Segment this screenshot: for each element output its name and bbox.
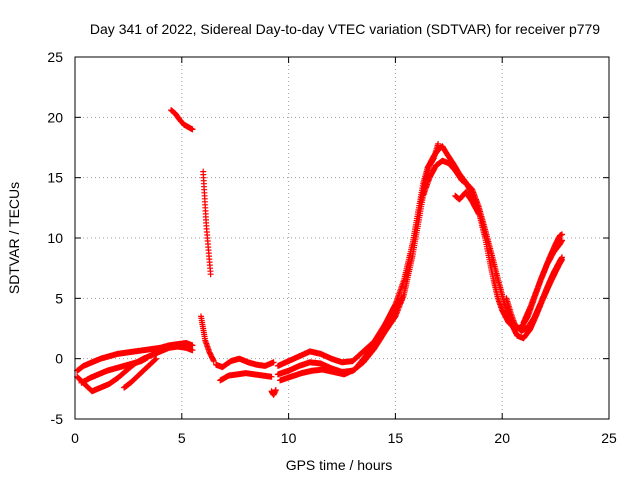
x-tick-label: 5 <box>178 430 186 446</box>
data-track <box>217 370 275 384</box>
y-tick-label: 0 <box>55 351 63 367</box>
data-track <box>198 313 217 365</box>
x-tick-label: 15 <box>388 430 404 446</box>
y-tick-label: 25 <box>47 49 63 65</box>
data-track <box>520 231 565 326</box>
grid <box>75 57 609 419</box>
x-tick-label: 20 <box>494 430 510 446</box>
data-track <box>78 354 151 386</box>
x-tick-label: 10 <box>281 430 297 446</box>
chart-title: Day 341 of 2022, Sidereal Day-to-day VTE… <box>90 21 600 37</box>
x-tick-label: 0 <box>71 430 79 446</box>
data-track <box>452 189 482 217</box>
data-track <box>121 355 160 391</box>
data-track <box>503 254 565 334</box>
data-track <box>200 168 214 278</box>
x-tick-label: 25 <box>601 430 617 446</box>
data-series-sdtvar <box>74 107 565 398</box>
data-track <box>213 355 277 371</box>
data-track <box>268 387 279 398</box>
data-track <box>418 140 442 205</box>
axis-ticks: 0 5 10 15 20 25 -5 0 5 10 15 20 25 <box>47 49 617 446</box>
y-tick-label: 20 <box>47 109 63 125</box>
x-axis-label: GPS time / hours <box>286 457 393 473</box>
data-track <box>277 295 405 384</box>
data-track <box>168 107 196 133</box>
y-tick-label: 10 <box>47 230 63 246</box>
y-axis-label: SDTVAR / TECUs <box>6 182 22 294</box>
data-track <box>74 340 196 374</box>
y-tick-label: -5 <box>51 411 64 427</box>
y-tick-label: 15 <box>47 170 63 186</box>
y-tick-label: 5 <box>55 290 63 306</box>
